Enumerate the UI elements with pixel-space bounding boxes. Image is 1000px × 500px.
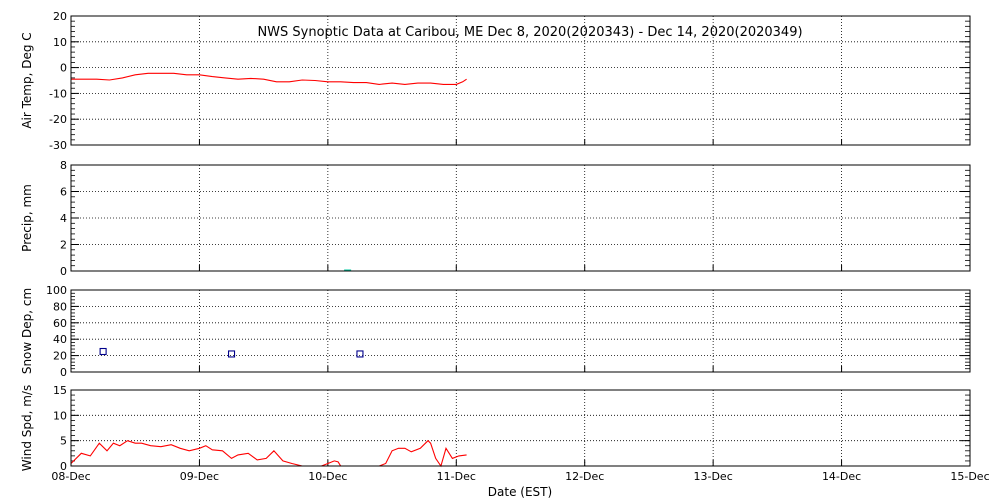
air-temp-series-line — [71, 72, 467, 85]
y-tick-label: 8 — [60, 159, 67, 172]
y-tick-label: 0 — [60, 62, 67, 75]
y-tick-label: 0 — [60, 366, 67, 379]
y-tick-label: -20 — [49, 113, 67, 126]
y-tick-label: 4 — [60, 212, 67, 225]
snow-depth-point — [227, 350, 236, 358]
y-axis-label: Precip, mm — [20, 184, 34, 252]
x-tick-label: 15-Dec — [950, 470, 989, 483]
x-tick-label: 10-Dec — [308, 470, 347, 483]
chart-title: NWS Synoptic Data at Caribou, ME Dec 8, … — [257, 25, 802, 40]
y-tick-label: -10 — [49, 87, 67, 100]
y-tick-label: 20 — [53, 10, 67, 23]
snow-depth-point — [356, 350, 364, 358]
y-tick-label: -30 — [49, 139, 67, 152]
y-tick-label: 5 — [60, 435, 67, 448]
x-tick-label: 09-Dec — [180, 470, 219, 483]
x-tick-label: 14-Dec — [822, 470, 861, 483]
wind-speed-panel: 15 10 5 0 Wind Spd, m/s — [20, 384, 971, 473]
precip-panel: 8 6 4 2 0 Precip, mm — [20, 159, 971, 278]
y-tick-label: 10 — [53, 36, 67, 49]
snow-depth-panel: 100 80 60 40 20 0 Snow Dep, cm — [20, 284, 971, 379]
x-tick-label: 13-Dec — [694, 470, 733, 483]
wind-speed-frame — [70, 389, 971, 467]
y-tick-label: 40 — [53, 333, 67, 346]
air-temp-panel: 20 10 0 -10 -20 -30 Air Temp, Deg C — [20, 10, 971, 152]
x-tick-label: 08-Dec — [51, 470, 90, 483]
y-tick-label: 6 — [60, 186, 67, 199]
snow-depth-frame — [70, 289, 971, 373]
y-tick-label: 15 — [53, 384, 67, 397]
snow-depth-point — [99, 347, 107, 356]
wind-speed-series-line — [70, 439, 467, 468]
y-axis-label: Wind Spd, m/s — [20, 385, 34, 471]
x-tick-label: 11-Dec — [437, 470, 476, 483]
x-axis-label: Date (EST) — [488, 485, 552, 499]
air-temp-frame — [70, 15, 971, 146]
y-tick-label: 10 — [53, 409, 67, 422]
y-tick-label: 80 — [53, 300, 67, 313]
x-tick-label: 12-Dec — [565, 470, 604, 483]
y-tick-label: 0 — [60, 460, 67, 473]
precip-bar — [344, 269, 352, 271]
y-tick-label: 20 — [53, 350, 67, 363]
y-tick-label: 60 — [53, 317, 67, 330]
y-tick-label: 100 — [46, 284, 67, 297]
y-tick-label: 2 — [60, 239, 67, 252]
y-axis-label: Air Temp, Deg C — [20, 32, 34, 128]
y-axis-label: Snow Dep, cm — [20, 288, 34, 374]
y-tick-label: 0 — [60, 265, 67, 278]
precip-frame — [70, 164, 971, 272]
